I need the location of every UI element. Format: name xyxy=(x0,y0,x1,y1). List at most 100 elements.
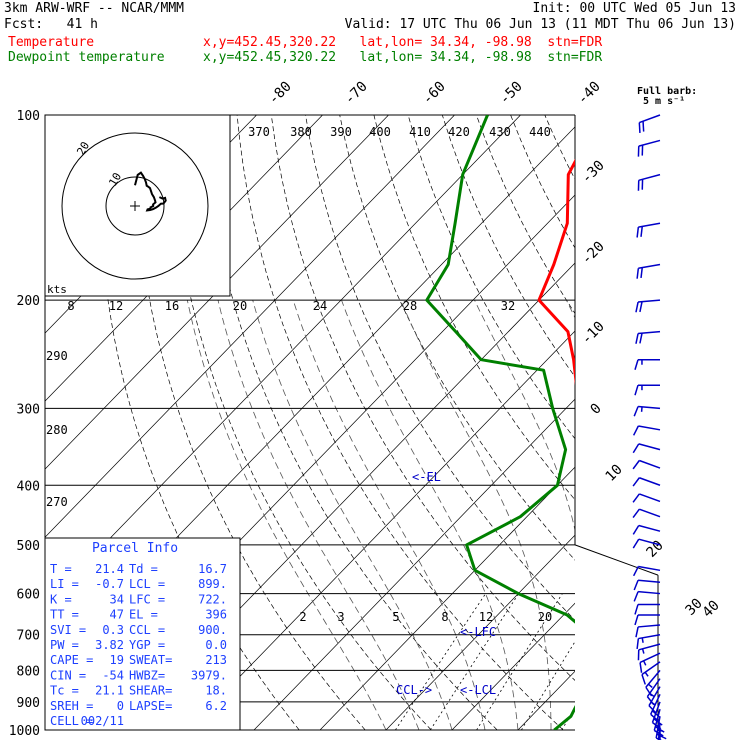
wind-barb-flag xyxy=(646,696,655,706)
parcel-value: 19 xyxy=(110,653,124,667)
isotherm-line xyxy=(45,115,455,538)
header: 3km ARW-WRF -- NCAR/MMM Init: 00 UTC Wed… xyxy=(0,0,740,70)
wind-legend-value: 5 m s⁻¹ xyxy=(643,96,685,107)
isotherm-line xyxy=(584,115,740,730)
wind-barb-flag xyxy=(634,359,639,370)
wind-barb-staff xyxy=(638,624,661,628)
dry-adiabat xyxy=(579,115,740,730)
moist-adiabat xyxy=(474,299,575,532)
wind-barb-staff xyxy=(645,669,661,688)
wind-barb xyxy=(632,538,661,549)
hodograph-axis-label: 28 xyxy=(403,299,417,313)
parcel-value: 396 xyxy=(205,608,227,622)
dry-adiabat xyxy=(716,115,740,730)
wind-barb xyxy=(650,694,661,722)
parcel-key: SHEAR= xyxy=(129,684,172,698)
right-axis-slant xyxy=(574,544,659,576)
hodograph-ring-label: 20 xyxy=(74,140,92,158)
wind-barb-flag xyxy=(653,718,663,726)
mixing-ratio-line xyxy=(521,640,575,730)
dry-adiabat xyxy=(168,115,432,730)
parcel-value: 0.0 xyxy=(205,638,227,652)
parcel-info-title: Parcel Info xyxy=(92,541,178,556)
parcel-key: K = xyxy=(50,592,72,606)
isotherm-line xyxy=(187,330,575,730)
dry-adiabat xyxy=(441,115,575,378)
wind-barb-staff xyxy=(638,538,661,546)
mixing-ratio-label: 3 xyxy=(337,610,344,624)
parcel-value: 21.1 xyxy=(95,684,124,698)
dry-adiabat xyxy=(407,115,575,440)
isotherm-line xyxy=(517,670,575,730)
wind-barb-flag xyxy=(654,725,665,733)
wind-barb-flag xyxy=(651,710,661,719)
parcel-key: SWEAT= xyxy=(129,653,172,667)
wind-barb-flag xyxy=(640,226,643,237)
wind-barb xyxy=(633,590,661,602)
wind-barb xyxy=(635,299,661,313)
wind-barb xyxy=(636,633,661,650)
pressure-label-800: 800 xyxy=(17,664,40,679)
parcel-key: Td = xyxy=(129,562,158,576)
wind-barb-flag xyxy=(632,443,640,454)
wind-barb-staff xyxy=(648,686,661,707)
mixing-ratio-label: 2 xyxy=(299,610,306,624)
theta-label: 410 xyxy=(409,125,431,139)
wind-barb xyxy=(635,330,661,344)
parcel-value: 16.7 xyxy=(198,562,227,576)
wind-barb-flag xyxy=(638,122,641,133)
parcel-value: 21.4 xyxy=(95,562,124,576)
hodograph-axis-label: 20 xyxy=(233,299,247,313)
wind-barb-half xyxy=(642,660,647,666)
isotherm-label: -10 xyxy=(579,319,608,348)
annotation-lfc: <-LFC xyxy=(460,625,496,639)
wind-barb xyxy=(632,425,661,436)
parcel-key: CIN = xyxy=(50,668,86,682)
isotherm-line xyxy=(319,466,575,730)
dewpoint-label: Dewpoint temperature xyxy=(8,50,165,65)
parcel-key: HWBZ= xyxy=(129,668,165,682)
wind-barb xyxy=(632,443,661,454)
wind-barb-half xyxy=(641,648,645,654)
parcel-key: CCL = xyxy=(129,623,165,637)
dry-adiabat xyxy=(613,115,740,730)
wind-barb-flag xyxy=(635,333,639,344)
wind-barb xyxy=(636,222,661,238)
theta-label: 380 xyxy=(290,125,312,139)
parcel-info-box xyxy=(44,537,241,731)
wind-barb xyxy=(634,384,660,396)
dry-adiabat xyxy=(134,115,366,730)
pressure-label-300: 300 xyxy=(17,402,40,417)
pressure-label-200: 200 xyxy=(17,294,40,309)
isotherm-line xyxy=(716,115,740,730)
wind-barb-staff xyxy=(638,633,661,640)
hodograph-axis-label: 12 xyxy=(109,299,123,313)
isotherm-label: -70 xyxy=(342,79,371,108)
wind-legend-title: Full barb: xyxy=(637,86,697,97)
wind-barb xyxy=(638,114,661,133)
parcel-value: -54 xyxy=(102,668,124,682)
wind-barb-staff xyxy=(639,493,661,503)
wind-barb xyxy=(632,508,661,519)
wind-barb xyxy=(639,652,661,673)
wind-barb-flag xyxy=(632,566,640,577)
parcel-value: 3.82 xyxy=(95,638,124,652)
wind-barb xyxy=(635,624,661,638)
theta-label: 440 xyxy=(529,125,551,139)
parcel-value: -0.7 xyxy=(95,577,124,591)
pressure-label-500: 500 xyxy=(17,539,40,554)
parcel-value: 213 xyxy=(205,653,227,667)
wind-barb xyxy=(645,669,661,697)
hodograph-axis-label: 8 xyxy=(67,299,74,313)
parcel-key: SVI = xyxy=(50,623,86,637)
dry-adiabat xyxy=(202,115,498,730)
pressure-label-900: 900 xyxy=(17,696,40,711)
temperature-info: x,y=452.45,320.22 lat,lon= 34.34, -98.98… xyxy=(203,35,603,50)
isotherm-line xyxy=(451,602,575,730)
wind-barb-flag xyxy=(640,267,643,279)
hodograph-ring-inner xyxy=(105,176,165,236)
wind-barb xyxy=(632,459,661,470)
wind-barb-staff xyxy=(638,425,661,431)
wind-barb-flag xyxy=(652,721,662,730)
wind-barb-flag xyxy=(641,674,646,685)
